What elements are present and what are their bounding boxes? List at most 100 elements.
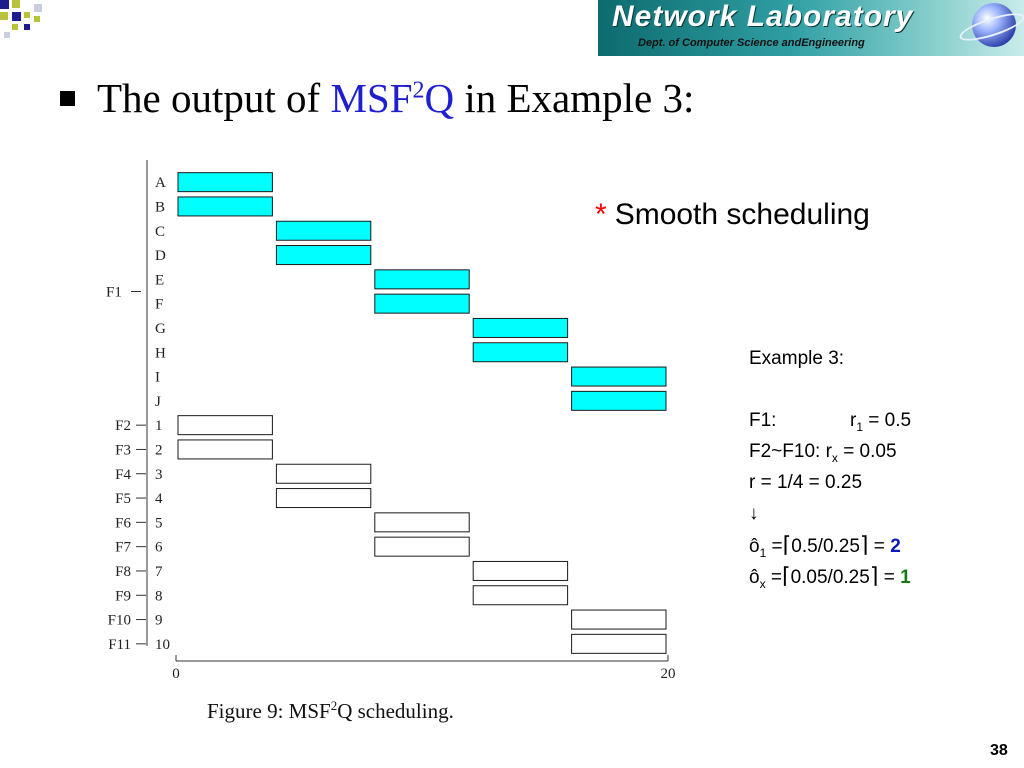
- schedule-bar: [374, 536, 470, 557]
- corner-square-6: [12, 24, 18, 30]
- example-fx-line: F2~F10: rx = 0.05: [749, 436, 911, 467]
- row-label: B: [155, 199, 165, 215]
- row-label: 5: [155, 515, 163, 531]
- title-accent: MSF2Q: [330, 75, 454, 121]
- corner-square-10: [4, 32, 10, 38]
- row-label: 7: [155, 564, 163, 580]
- caption-prefix: Figure 9: MSF: [207, 699, 331, 723]
- schedule-bar: [571, 609, 667, 630]
- fx-r: r: [825, 441, 832, 462]
- example-f1-line: F1: r1 = 0.5: [749, 405, 911, 436]
- corner-square-4: [12, 12, 21, 21]
- flow-label: F10: [108, 613, 131, 629]
- flow-label: F8: [115, 564, 131, 580]
- row-label: A: [155, 175, 166, 191]
- smooth-scheduling-note: * Smooth scheduling: [595, 198, 870, 232]
- example-box: Example 3: F1: r1 = 0.5 F2~F10: rx = 0.05…: [749, 343, 911, 591]
- ox-expr: 0.05/0.25: [790, 567, 870, 588]
- o1-result: 2: [890, 536, 901, 557]
- example-r-line: r = 1/4 = 0.25: [749, 472, 863, 493]
- row-label: 4: [155, 491, 163, 507]
- row-label: 9: [155, 613, 163, 629]
- row-label: 1: [155, 418, 163, 434]
- flow-label: F3: [115, 442, 131, 458]
- row-label: 10: [155, 637, 170, 653]
- schedule-bar: [275, 463, 372, 484]
- ox-eq2: =: [883, 567, 895, 588]
- schedule-bar: [472, 560, 569, 581]
- o1-eq: =: [771, 536, 783, 557]
- row-label: C: [155, 224, 165, 240]
- corner-square-7: [24, 24, 30, 30]
- example-ox-line: ôx =⌈0.05/0.25⌉ = 1: [749, 560, 911, 591]
- flow-label: F6: [115, 515, 131, 531]
- schedule-bar: [177, 415, 273, 436]
- down-arrow-icon: ↓: [749, 503, 759, 524]
- corner-square-2: [12, 0, 20, 8]
- page-number: 38: [990, 742, 1008, 759]
- schedule-bar: [275, 245, 372, 266]
- row-label: 3: [155, 467, 163, 483]
- figure-caption: Figure 9: MSF2Q scheduling.: [207, 698, 454, 724]
- title-prefix: The output of: [97, 75, 321, 121]
- schedule-bar: [275, 488, 372, 509]
- corner-square-5: [24, 12, 30, 18]
- o1-ceil-left: ⌈: [782, 532, 792, 557]
- fx-label: F2~F10:: [749, 441, 821, 462]
- corner-square-9: [34, 16, 40, 22]
- group-label: F1: [106, 285, 122, 301]
- f1-value: = 0.5: [868, 410, 912, 431]
- fx-value: = 0.05: [843, 441, 897, 462]
- row-label: 6: [155, 540, 163, 556]
- f1-label: F1:: [749, 410, 777, 431]
- caption-sup: 2: [330, 698, 338, 713]
- flow-label: F9: [115, 588, 131, 604]
- schedule-bar: [571, 390, 667, 411]
- ox-symbol: ô: [749, 567, 760, 588]
- example-heading: Example 3:: [749, 348, 845, 369]
- flow-label: F4: [115, 467, 131, 483]
- fx-r-sub: x: [831, 450, 838, 465]
- schedule-bar: [177, 172, 273, 193]
- schedule-bar: [177, 439, 273, 460]
- ox-result: 1: [900, 567, 911, 588]
- corner-square-3: [0, 12, 8, 20]
- schedule-bar: [275, 220, 372, 241]
- note-text: Smooth scheduling: [614, 198, 870, 231]
- schedule-bar: [571, 366, 667, 387]
- row-label: H: [155, 345, 166, 361]
- schedule-bar: [374, 269, 470, 290]
- f1-r: r: [850, 410, 857, 431]
- lab-banner: Network Laboratory Dept. of Computer Sci…: [598, 0, 1024, 56]
- row-label: G: [155, 321, 166, 337]
- example-spacer: [749, 374, 911, 405]
- schedule-bar: [472, 317, 569, 338]
- example-o1-line: ô1 =⌈0.5/0.25⌉ = 2: [749, 529, 911, 560]
- corner-square-8: [34, 4, 42, 12]
- square-bullet-icon: [60, 91, 75, 106]
- ox-ceil-left: ⌈: [781, 563, 791, 588]
- note-star: *: [595, 198, 607, 231]
- schedule-bar: [374, 512, 470, 533]
- o1-expr: 0.5/0.25: [791, 536, 860, 557]
- o1-eq2: =: [873, 536, 885, 557]
- flow-label: F11: [108, 637, 131, 653]
- schedule-bar: [472, 342, 569, 363]
- flow-label: F7: [115, 540, 131, 556]
- ox-ceil-right: ⌉: [869, 563, 879, 588]
- o1-symbol: ô: [749, 536, 760, 557]
- flow-label: F2: [115, 418, 131, 434]
- title-accent-tail: Q: [424, 75, 455, 121]
- flow-label: F5: [115, 491, 131, 507]
- ox-sub: x: [759, 576, 766, 591]
- corner-square-1: [0, 0, 9, 9]
- x-tick-label: 0: [172, 666, 180, 682]
- o1-sub: 1: [759, 545, 767, 560]
- schedule-bar: [571, 633, 667, 654]
- banner-title: Network Laboratory: [612, 0, 914, 33]
- title-accent-sup: 2: [412, 77, 425, 104]
- banner-subtitle: Dept. of Computer Science andEngineering: [638, 37, 865, 49]
- row-label: D: [155, 248, 166, 264]
